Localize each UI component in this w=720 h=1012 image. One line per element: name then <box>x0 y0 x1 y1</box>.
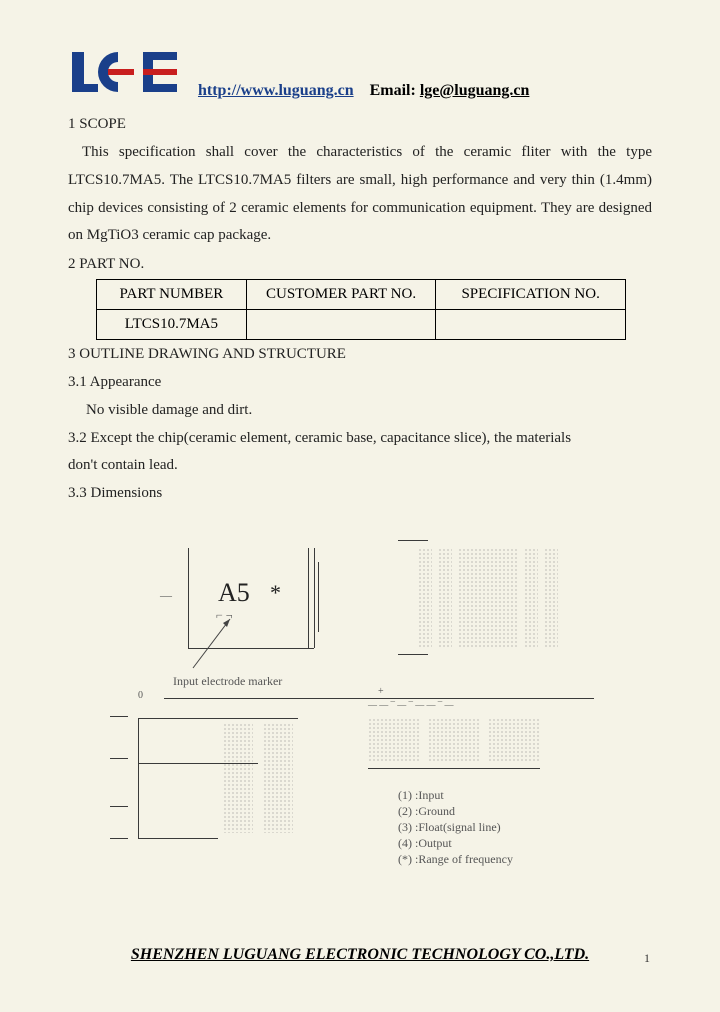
footer-company: SHENZHEN LUGUANG ELECTRONIC TECHNOLOGY C… <box>0 946 720 964</box>
section-3-2-title: 3.2 Except the chip(ceramic element, cer… <box>68 425 652 453</box>
table-header-cell: PART NUMBER <box>97 280 247 310</box>
table-row: LTCS10.7MA5 <box>97 310 626 340</box>
part-table: PART NUMBER CUSTOMER PART NO. SPECIFICAT… <box>96 279 626 340</box>
table-cell <box>436 310 626 340</box>
section-3-3-title: 3.3 Dimensions <box>68 480 652 508</box>
email-label: Email: <box>370 82 420 99</box>
section-3-title: 3 OUTLINE DRAWING AND STRUCTURE <box>68 346 652 363</box>
table-header-cell: SPECIFICATION NO. <box>436 280 626 310</box>
email-address[interactable]: lge@luguang.cn <box>420 82 530 99</box>
section-3-2-body: don't contain lead. <box>68 452 652 480</box>
section-3-1-title: 3.1 Appearance <box>68 369 652 397</box>
table-cell <box>246 310 436 340</box>
company-url[interactable]: http://www.luguang.cn <box>198 82 354 99</box>
header-links: http://www.luguang.cn Email: lge@luguang… <box>198 82 529 102</box>
section-2-title: 2 PART NO. <box>68 256 652 273</box>
table-header-cell: CUSTOMER PART NO. <box>246 280 436 310</box>
page-number: 1 <box>644 951 650 966</box>
table-row: PART NUMBER CUSTOMER PART NO. SPECIFICAT… <box>97 280 626 310</box>
section-3-1-body: No visible damage and dirt. <box>68 397 652 425</box>
table-cell: LTCS10.7MA5 <box>97 310 247 340</box>
section-1-title: 1 SCOPE <box>68 116 652 133</box>
section-1-body: This specification shall cover the chara… <box>68 139 652 250</box>
lge-logo <box>68 48 190 102</box>
page-header: http://www.luguang.cn Email: lge@luguang… <box>68 48 652 102</box>
dimension-diagram: — A5 * ⌐ ¬ Input electrode marker 0 + <box>68 528 628 888</box>
document-page: http://www.luguang.cn Email: lge@luguang… <box>0 0 720 1012</box>
